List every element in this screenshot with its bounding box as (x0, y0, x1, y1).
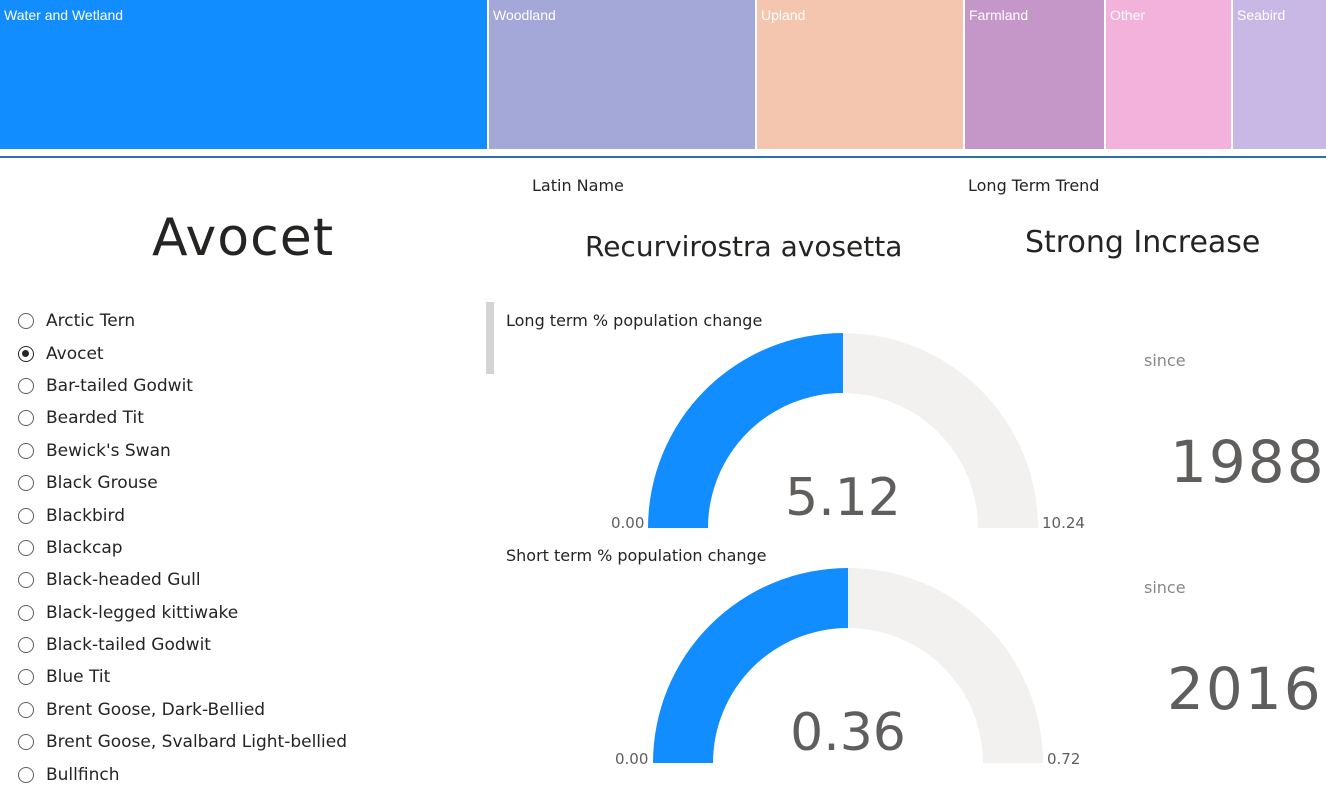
slicer-item-label: Avocet (46, 343, 104, 364)
long-term-since-year: 1988 (1170, 428, 1326, 496)
treemap-tile-woodland[interactable]: Woodland (489, 0, 757, 151)
radio-button-selected[interactable] (18, 345, 34, 362)
treemap-tile-other[interactable]: Other (1106, 0, 1233, 151)
long-term-gauge-max: 10.24 (1042, 514, 1085, 532)
slicer-item-label: Black-headed Gull (46, 570, 201, 591)
long-term-gauge-title: Long term % population change (506, 311, 763, 330)
radio-button[interactable] (18, 539, 34, 556)
radio-button[interactable] (18, 572, 34, 589)
slicer-item-bearded-tit[interactable]: Bearded Tit (18, 402, 438, 434)
slicer-item-label: Brent Goose, Svalbard Light-bellied (46, 732, 347, 753)
treemap-tile-farmland[interactable]: Farmland (965, 0, 1106, 151)
slicer-item-label: Black-legged kittiwake (46, 602, 239, 623)
treemap-tile-label: Other (1110, 7, 1146, 23)
treemap-tile-label: Water and Wetland (4, 7, 124, 23)
treemap-tile-label: Seabird (1237, 7, 1286, 23)
slicer-item-label: Brent Goose, Dark-Bellied (46, 699, 266, 720)
long-term-gauge-min: 0.00 (611, 514, 645, 532)
slicer-item-label: Bewick's Swan (46, 440, 171, 461)
radio-button[interactable] (18, 442, 34, 459)
visual-scrollbar-thumb[interactable] (486, 302, 494, 374)
slicer-item-brent-goose-svalbard[interactable]: Brent Goose, Svalbard Light-bellied (18, 726, 438, 758)
species-slicer: Arctic Tern Avocet Bar-tailed Godwit Bea… (18, 305, 438, 791)
radio-button[interactable] (18, 637, 34, 654)
long-term-gauge: 5.12 (648, 333, 1038, 528)
slicer-item-label: Bar-tailed Godwit (46, 375, 193, 396)
short-term-since-label: since (1144, 578, 1186, 597)
slicer-item-blue-tit[interactable]: Blue Tit (18, 661, 438, 693)
slicer-item-black-headed-gull[interactable]: Black-headed Gull (18, 564, 438, 596)
slicer-item-label: Arctic Tern (46, 311, 136, 332)
treemap-tile-label: Farmland (969, 7, 1029, 23)
slicer-item-brent-goose-dark-bellied[interactable]: Brent Goose, Dark-Bellied (18, 694, 438, 726)
section-divider (0, 156, 1326, 158)
radio-button[interactable] (18, 475, 34, 492)
long-term-trend-value: Strong Increase (1025, 225, 1261, 260)
slicer-item-label: Blackbird (46, 505, 125, 526)
slicer-item-label: Blue Tit (46, 667, 111, 688)
short-term-since-year: 2016 (1167, 655, 1323, 723)
slicer-item-label: Black-tailed Godwit (46, 635, 211, 656)
slicer-item-label: Bullfinch (46, 764, 120, 785)
long-term-gauge-value: 5.12 (785, 468, 901, 528)
category-treemap: Water and Wetland Woodland Upland Farmla… (0, 0, 1326, 153)
radio-button[interactable] (18, 734, 34, 751)
treemap-tile-seabird[interactable]: Seabird (1233, 0, 1326, 151)
radio-button[interactable] (18, 313, 34, 330)
radio-button[interactable] (18, 410, 34, 427)
slicer-item-label: Bearded Tit (46, 408, 144, 429)
slicer-item-black-legged-kittiwake[interactable]: Black-legged kittiwake (18, 597, 438, 629)
slicer-item-bar-tailed-godwit[interactable]: Bar-tailed Godwit (18, 370, 438, 402)
gauge-fill (653, 568, 848, 763)
slicer-item-label: Blackcap (46, 537, 123, 558)
slicer-item-bewicks-swan[interactable]: Bewick's Swan (18, 435, 438, 467)
slicer-item-avocet[interactable]: Avocet (18, 337, 438, 369)
species-name-card: Avocet (152, 208, 335, 268)
slicer-item-black-grouse[interactable]: Black Grouse (18, 467, 438, 499)
slicer-item-blackcap[interactable]: Blackcap (18, 532, 438, 564)
treemap-tile-upland[interactable]: Upland (757, 0, 965, 151)
radio-button[interactable] (18, 507, 34, 524)
slicer-item-black-tailed-godwit[interactable]: Black-tailed Godwit (18, 629, 438, 661)
gauge-fill (648, 333, 843, 528)
latin-name-value: Recurvirostra avosetta (585, 230, 903, 263)
short-term-gauge-value: 0.36 (790, 703, 906, 763)
slicer-item-bullfinch[interactable]: Bullfinch (18, 758, 438, 790)
short-term-gauge-max: 0.72 (1047, 750, 1081, 768)
short-term-gauge: 0.36 (653, 568, 1043, 763)
slicer-item-arctic-tern[interactable]: Arctic Tern (18, 305, 438, 337)
radio-button[interactable] (18, 766, 34, 783)
radio-button[interactable] (18, 604, 34, 621)
short-term-gauge-title: Short term % population change (506, 546, 767, 565)
latin-name-label: Latin Name (532, 176, 624, 195)
radio-button[interactable] (18, 669, 34, 686)
short-term-gauge-min: 0.00 (615, 750, 649, 768)
slicer-item-blackbird[interactable]: Blackbird (18, 499, 438, 531)
treemap-tile-water-and-wetland[interactable]: Water and Wetland (0, 0, 489, 151)
radio-button[interactable] (18, 377, 34, 394)
treemap-tile-label: Woodland (493, 7, 556, 23)
slicer-item-label: Black Grouse (46, 473, 158, 494)
radio-button[interactable] (18, 701, 34, 718)
long-term-trend-label: Long Term Trend (968, 176, 1100, 195)
long-term-since-label: since (1144, 351, 1186, 370)
treemap-tile-label: Upland (761, 7, 806, 23)
